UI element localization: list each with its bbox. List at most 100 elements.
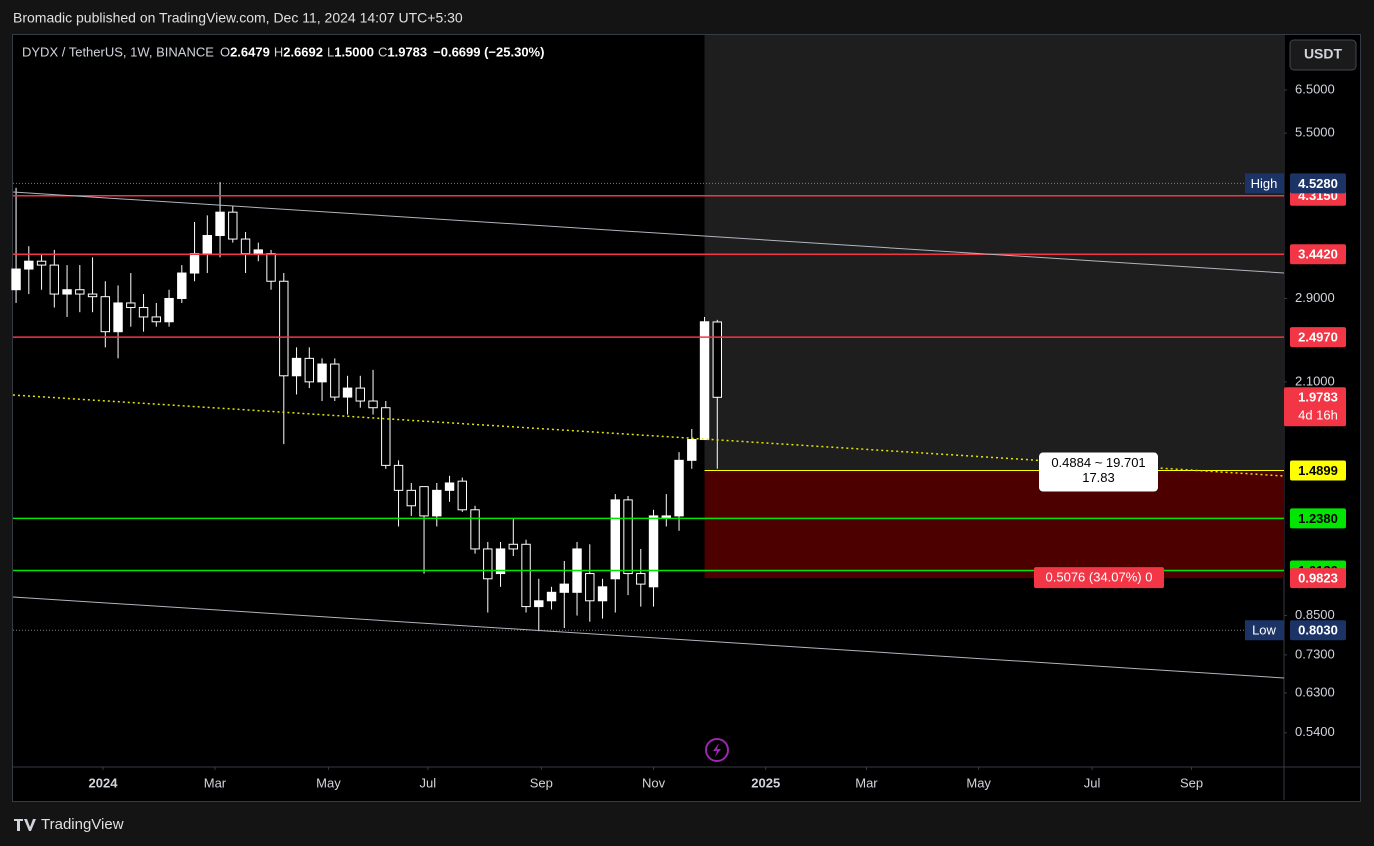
publisher: Bromadic published on TradingView.com, D… bbox=[13, 10, 463, 26]
candle-body bbox=[610, 499, 620, 580]
candle-body bbox=[304, 357, 315, 383]
candle-body bbox=[279, 280, 289, 377]
price-label: 1.2380 bbox=[1298, 511, 1338, 526]
candle-body bbox=[126, 302, 136, 309]
candle-body bbox=[151, 316, 162, 323]
candle-body bbox=[189, 253, 200, 274]
candle-body bbox=[75, 289, 85, 295]
time-axis bbox=[13, 767, 1360, 801]
extreme-tag-box bbox=[1245, 173, 1284, 194]
extreme-tag-box bbox=[1245, 620, 1284, 641]
price-label: 1.4899 bbox=[1298, 463, 1338, 478]
x-tick-label: Sep bbox=[1180, 775, 1203, 790]
overlay-layer bbox=[13, 195, 1284, 572]
candle-body bbox=[368, 400, 378, 409]
label-layer: DYDX / TetherUS, 1W, BINANCE O 2.6479 H 2.66… bbox=[22, 44, 1346, 790]
candle-body bbox=[432, 489, 442, 517]
ohlc-key: L bbox=[327, 44, 334, 59]
y-tick-label: 2.1000 bbox=[1295, 373, 1335, 388]
candle-body bbox=[636, 573, 646, 585]
candle-body bbox=[623, 499, 633, 575]
ohlc-value: 2.6692 bbox=[283, 44, 323, 59]
candle-body bbox=[355, 387, 366, 402]
x-tick-label: May bbox=[966, 775, 991, 790]
price-label-box bbox=[1290, 460, 1346, 481]
y-tick-label: 0.7300 bbox=[1295, 646, 1335, 661]
y-tick-label: 0.8500 bbox=[1295, 607, 1335, 622]
extreme-tag: Low bbox=[1252, 623, 1276, 638]
price-label: 2.4970 bbox=[1298, 330, 1338, 345]
y-tick-label: 0.6300 bbox=[1295, 684, 1335, 699]
candle-body bbox=[483, 548, 493, 580]
ohlc-value: 2.6479 bbox=[230, 44, 270, 59]
last-price: 1.9783 bbox=[1298, 390, 1338, 405]
stats-text: 0.4884 ~ 19.701 bbox=[1051, 455, 1145, 470]
symbol-title: DYDX / TetherUS, 1W, BINANCE bbox=[22, 44, 214, 59]
brand: TradingView bbox=[41, 816, 124, 833]
candle-body bbox=[87, 293, 98, 298]
candle-body bbox=[330, 363, 340, 398]
stats-box bbox=[1039, 452, 1158, 492]
channel-line bbox=[12, 191, 1285, 274]
candle-body bbox=[534, 600, 544, 608]
candle-body bbox=[113, 302, 123, 333]
price-label-box bbox=[1290, 244, 1346, 265]
price-label: 4.5280 bbox=[1298, 176, 1338, 191]
candle-body bbox=[559, 583, 569, 593]
countdown: 4d 16h bbox=[1298, 408, 1338, 423]
x-tick-label: 2024 bbox=[89, 775, 119, 790]
candle-body bbox=[597, 586, 608, 602]
last-price-box bbox=[1284, 387, 1346, 427]
extreme-tag: High bbox=[1251, 176, 1278, 191]
candle-body bbox=[100, 296, 111, 333]
ohlc-key: H bbox=[274, 44, 283, 59]
candle-body bbox=[202, 235, 213, 255]
candle-body bbox=[36, 260, 47, 266]
stop-zone bbox=[704, 470, 1284, 579]
candle-body bbox=[291, 357, 302, 377]
candle-body bbox=[253, 249, 264, 255]
candle-body bbox=[240, 238, 251, 255]
candle-body bbox=[457, 480, 468, 511]
price-label-box bbox=[1290, 327, 1346, 348]
ohlc-key: C bbox=[378, 44, 387, 59]
candle-body bbox=[381, 407, 391, 466]
price-label-box bbox=[1290, 173, 1346, 194]
currency-button[interactable] bbox=[1289, 39, 1357, 71]
candle-body bbox=[406, 489, 417, 507]
candle-body bbox=[521, 543, 531, 608]
x-tick-label: Mar bbox=[855, 775, 878, 790]
ohlc-key: O bbox=[220, 44, 230, 59]
alert-icon-bolt bbox=[713, 743, 721, 757]
candle-body bbox=[164, 297, 174, 323]
channel-line bbox=[12, 596, 1285, 679]
stats-text: 17.83 bbox=[1082, 470, 1115, 485]
candle-body bbox=[546, 591, 557, 602]
x-tick-label: Nov bbox=[642, 775, 666, 790]
alert-icon[interactable] bbox=[705, 738, 729, 762]
candle-body bbox=[508, 543, 518, 550]
candle-body bbox=[138, 307, 149, 318]
candle-body bbox=[215, 211, 225, 237]
candle-body bbox=[470, 509, 480, 550]
brand-logo bbox=[14, 819, 36, 831]
y-tick-label: 5.5000 bbox=[1295, 125, 1335, 140]
y-tick-label: 2.9000 bbox=[1295, 290, 1335, 305]
x-tick-label: Jul bbox=[420, 775, 437, 790]
currency[interactable]: USDT bbox=[1304, 46, 1343, 62]
x-tick-label: May bbox=[316, 775, 341, 790]
candle-body bbox=[228, 211, 238, 240]
x-tick-label: Sep bbox=[530, 775, 553, 790]
price-label: 3.4420 bbox=[1298, 247, 1338, 262]
candle-body bbox=[24, 260, 34, 270]
candle-body bbox=[393, 464, 404, 491]
candle-body bbox=[342, 387, 353, 398]
plot-layer bbox=[11, 35, 1284, 632]
candle-body bbox=[317, 363, 327, 383]
projection-area bbox=[704, 35, 1284, 471]
x-tick-label: Jul bbox=[1084, 775, 1101, 790]
frame bbox=[12, 34, 1361, 802]
candle-body bbox=[11, 268, 21, 291]
candle-body bbox=[49, 264, 60, 295]
